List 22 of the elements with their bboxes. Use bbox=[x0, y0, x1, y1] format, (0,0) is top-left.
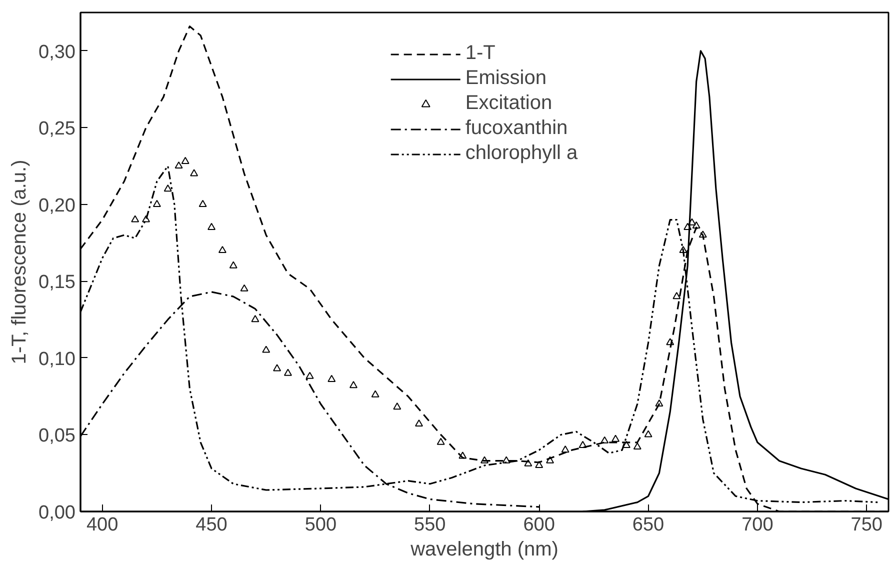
x-tick-label: 700 bbox=[742, 514, 774, 536]
legend-label: Emission bbox=[465, 67, 546, 90]
y-tick-label: 0,10 bbox=[38, 348, 76, 370]
x-tick-label: 550 bbox=[414, 514, 446, 536]
y-tick-label: 0,25 bbox=[38, 118, 76, 140]
y-tick-label: 0,30 bbox=[38, 42, 76, 63]
legend-label: fucoxanthin bbox=[465, 117, 568, 140]
y-tick-label: 0,00 bbox=[38, 502, 76, 524]
y-tick-label: 0,15 bbox=[38, 272, 76, 294]
legend-label: 1-T bbox=[465, 42, 496, 65]
x-tick-label: 650 bbox=[632, 514, 664, 536]
legend-label: chlorophyll a bbox=[465, 142, 578, 165]
x-tick-label: 600 bbox=[523, 514, 555, 536]
x-tick-label: 500 bbox=[304, 514, 337, 536]
x-tick-label: 750 bbox=[850, 514, 883, 536]
x-tick-label: 400 bbox=[86, 514, 118, 536]
legend-label: Excitation bbox=[465, 92, 552, 115]
y-tick-label: 0,20 bbox=[38, 195, 76, 216]
x-tick-label: 450 bbox=[196, 514, 228, 536]
y-axis-title: 1-T, fluorescence (a.u.) bbox=[8, 160, 31, 364]
x-axis-title: wavelength (nm) bbox=[410, 538, 558, 560]
y-tick-label: 0,05 bbox=[38, 426, 76, 447]
